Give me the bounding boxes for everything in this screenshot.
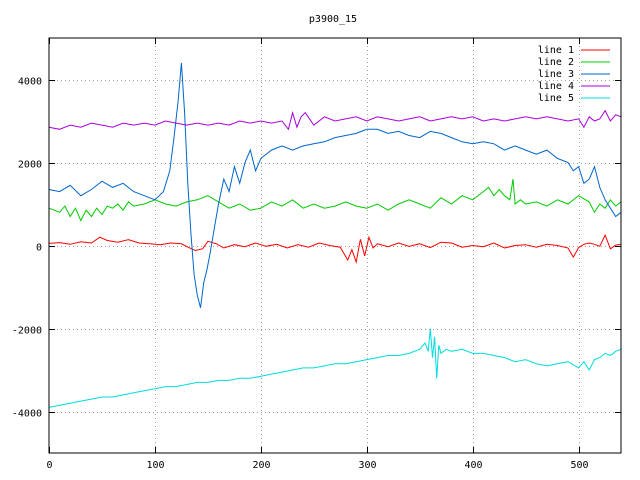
legend-label-1: line 1 — [538, 45, 574, 56]
x-tick-label: 400 — [464, 460, 482, 471]
x-tick-label: 100 — [146, 460, 164, 471]
x-tick-label: 300 — [358, 460, 376, 471]
x-tick-label: 200 — [252, 460, 270, 471]
series-line-1 — [48, 233, 622, 265]
y-tick-label: -2000 — [12, 326, 42, 337]
legend-label-2: line 2 — [538, 57, 574, 68]
grid — [49, 38, 621, 453]
series-line-4 — [48, 109, 622, 131]
series-line-5 — [48, 328, 622, 408]
chart-title: p3900_15 — [309, 14, 357, 25]
legend-label-4: line 4 — [538, 81, 574, 92]
series-layer — [48, 62, 622, 408]
x-tick-label: 500 — [570, 460, 588, 471]
y-tick-label: 2000 — [18, 160, 42, 171]
y-tick-label: -4000 — [12, 409, 42, 420]
legend-label-5: line 5 — [538, 93, 574, 104]
x-tick-label: 0 — [46, 460, 52, 471]
plot-frame — [48, 37, 622, 454]
legend-label-3: line 3 — [538, 69, 574, 80]
series-line-2 — [48, 179, 622, 222]
axis-ticks: 0 100 200 300 400 500 -4000 -2000 0 2000 4000 — [12, 38, 621, 471]
y-tick-label: 0 — [36, 243, 42, 254]
y-tick-label: 4000 — [18, 77, 42, 88]
series-line-3 — [48, 62, 622, 308]
